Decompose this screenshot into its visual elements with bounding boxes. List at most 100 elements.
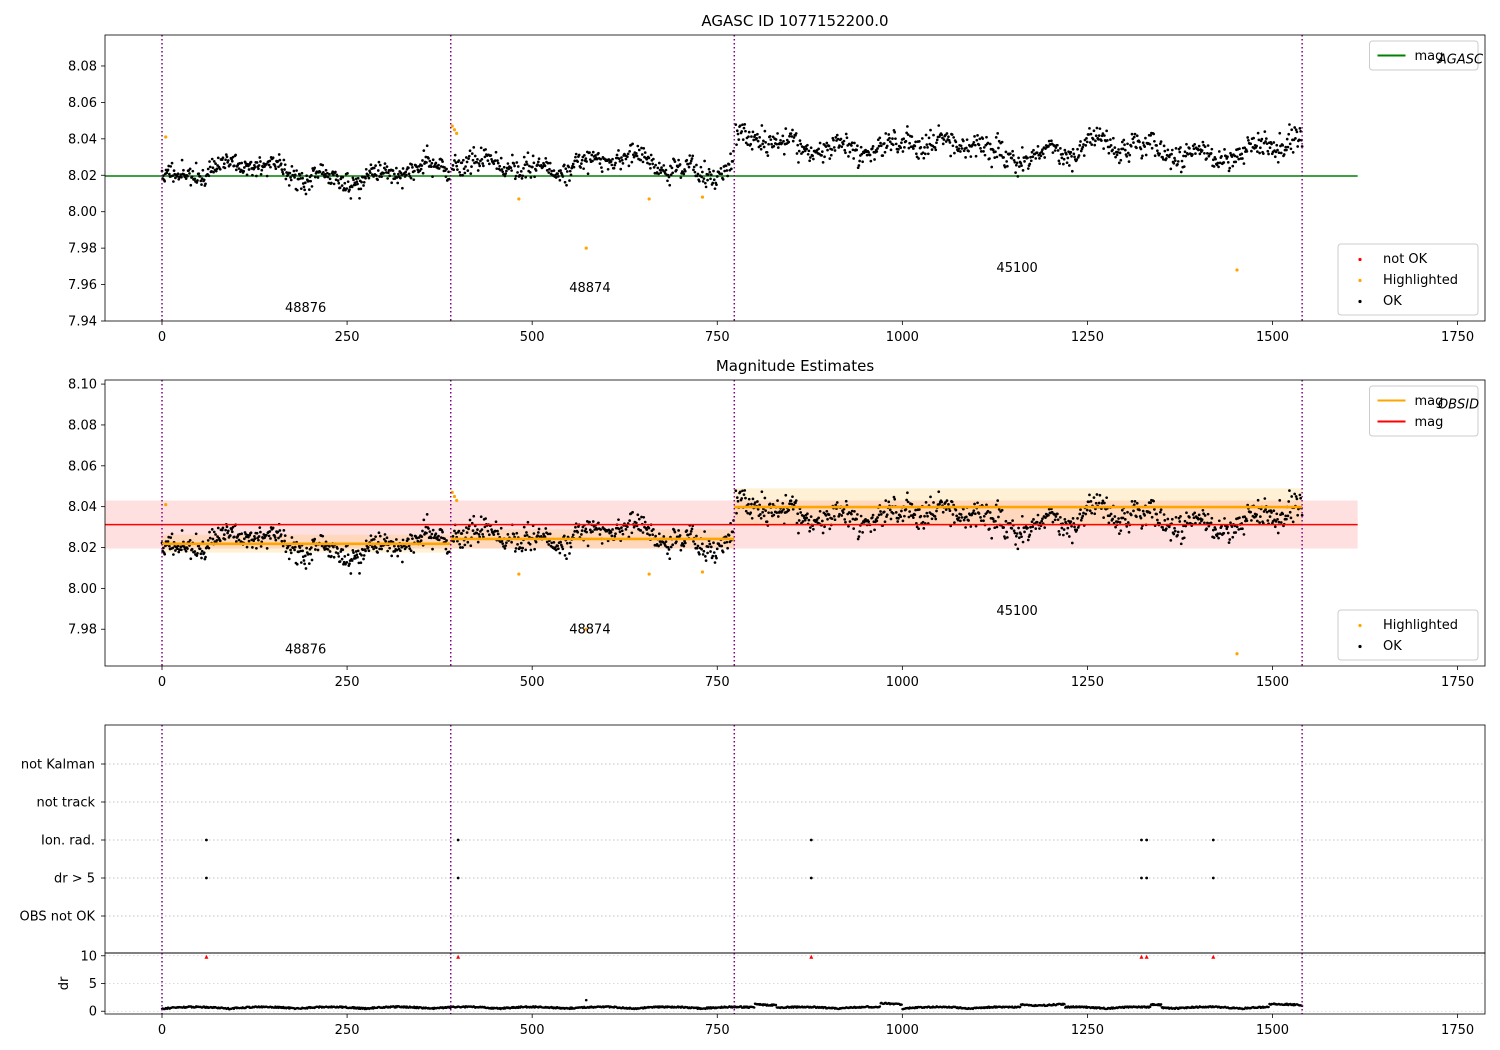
ok-point (504, 172, 508, 175)
ok-point (487, 533, 491, 537)
ok-point (176, 547, 179, 551)
ok-point (328, 172, 331, 176)
ok-point (186, 174, 189, 178)
ok-point (708, 170, 712, 174)
ok-point (631, 142, 634, 146)
ok-point (337, 555, 341, 558)
ok-point (590, 153, 594, 157)
ok-point (374, 546, 378, 550)
ok-point (763, 496, 767, 500)
ok-point (677, 529, 680, 532)
ok-point (1059, 515, 1062, 519)
ok-point (706, 551, 709, 555)
ok-point (851, 148, 855, 152)
ok-point (287, 557, 291, 561)
ok-point (1088, 126, 1091, 130)
ok-point (303, 181, 307, 185)
ok-point (1296, 513, 1300, 517)
ok-point (1056, 512, 1059, 516)
ok-point (807, 149, 811, 153)
ok-point (1300, 513, 1304, 517)
ok-point (1076, 526, 1080, 529)
ok-point (237, 538, 241, 542)
ok-point (926, 514, 929, 518)
ok-point (762, 145, 766, 149)
ok-point (837, 514, 841, 518)
ok-point (610, 534, 614, 538)
ok-point (260, 540, 264, 544)
ok-point (1019, 161, 1023, 165)
ok-point (1119, 529, 1123, 533)
ok-point (492, 533, 496, 537)
ok-point (626, 155, 629, 159)
ok-point (302, 185, 306, 189)
ok-point (917, 508, 921, 511)
ok-point (422, 149, 426, 152)
ok-point (202, 178, 206, 182)
ok-point (675, 168, 678, 172)
ok-point (1123, 517, 1127, 521)
ok-point (443, 537, 446, 541)
ok-point (920, 137, 924, 140)
ok-point (956, 518, 960, 522)
ok-point (701, 542, 704, 546)
ok-point (1013, 531, 1017, 535)
ok-point (463, 171, 467, 175)
ok-point (223, 166, 227, 170)
ok-point (445, 167, 448, 171)
ok-point (276, 530, 280, 534)
ok-point (1198, 152, 1202, 156)
ok-point (1057, 159, 1061, 163)
ok-point (645, 157, 649, 161)
ok-point (991, 148, 995, 152)
ok-point (997, 508, 1001, 511)
ok-point (283, 539, 286, 543)
ok-point (955, 514, 958, 518)
ok-point (1201, 140, 1205, 144)
ok-point (1031, 155, 1035, 159)
ok-point (631, 153, 635, 157)
ok-point (476, 169, 480, 172)
ok-point (1111, 136, 1115, 140)
ok-point (747, 130, 751, 134)
y-tick-label: 8.02 (68, 541, 97, 556)
ok-point (460, 532, 464, 535)
ok-point (358, 571, 361, 575)
ok-point (522, 525, 526, 529)
ok-point (645, 528, 649, 531)
ok-point (332, 182, 336, 186)
ok-point (780, 509, 784, 513)
ok-point (906, 491, 909, 495)
ok-point (536, 534, 539, 537)
ok-point (257, 538, 260, 542)
ok-point (782, 139, 785, 143)
ok-point (283, 163, 287, 167)
ok-point (1285, 517, 1288, 521)
ok-point (598, 533, 602, 536)
ok-point (588, 151, 591, 154)
ok-point (516, 171, 519, 174)
ok-point (1279, 521, 1283, 524)
ok-point (431, 547, 434, 551)
ok-point (666, 552, 669, 556)
ok-point (350, 559, 354, 562)
ok-point (244, 532, 248, 536)
ok-point (1132, 503, 1136, 507)
ok-point (701, 170, 704, 174)
ok-point (310, 558, 314, 562)
dr-point (900, 1003, 903, 1006)
ok-point (168, 544, 171, 548)
ok-point (1082, 143, 1085, 146)
ok-point (894, 511, 898, 514)
ok-point (471, 529, 475, 532)
ok-point (1217, 536, 1220, 540)
ok-point (429, 165, 433, 169)
ok-point (1206, 512, 1210, 516)
ok-point (557, 174, 560, 178)
ok-point (316, 548, 320, 552)
ok-point (1085, 136, 1088, 140)
ok-point (505, 169, 508, 173)
ok-point (1132, 135, 1136, 139)
ok-point (1030, 150, 1034, 154)
